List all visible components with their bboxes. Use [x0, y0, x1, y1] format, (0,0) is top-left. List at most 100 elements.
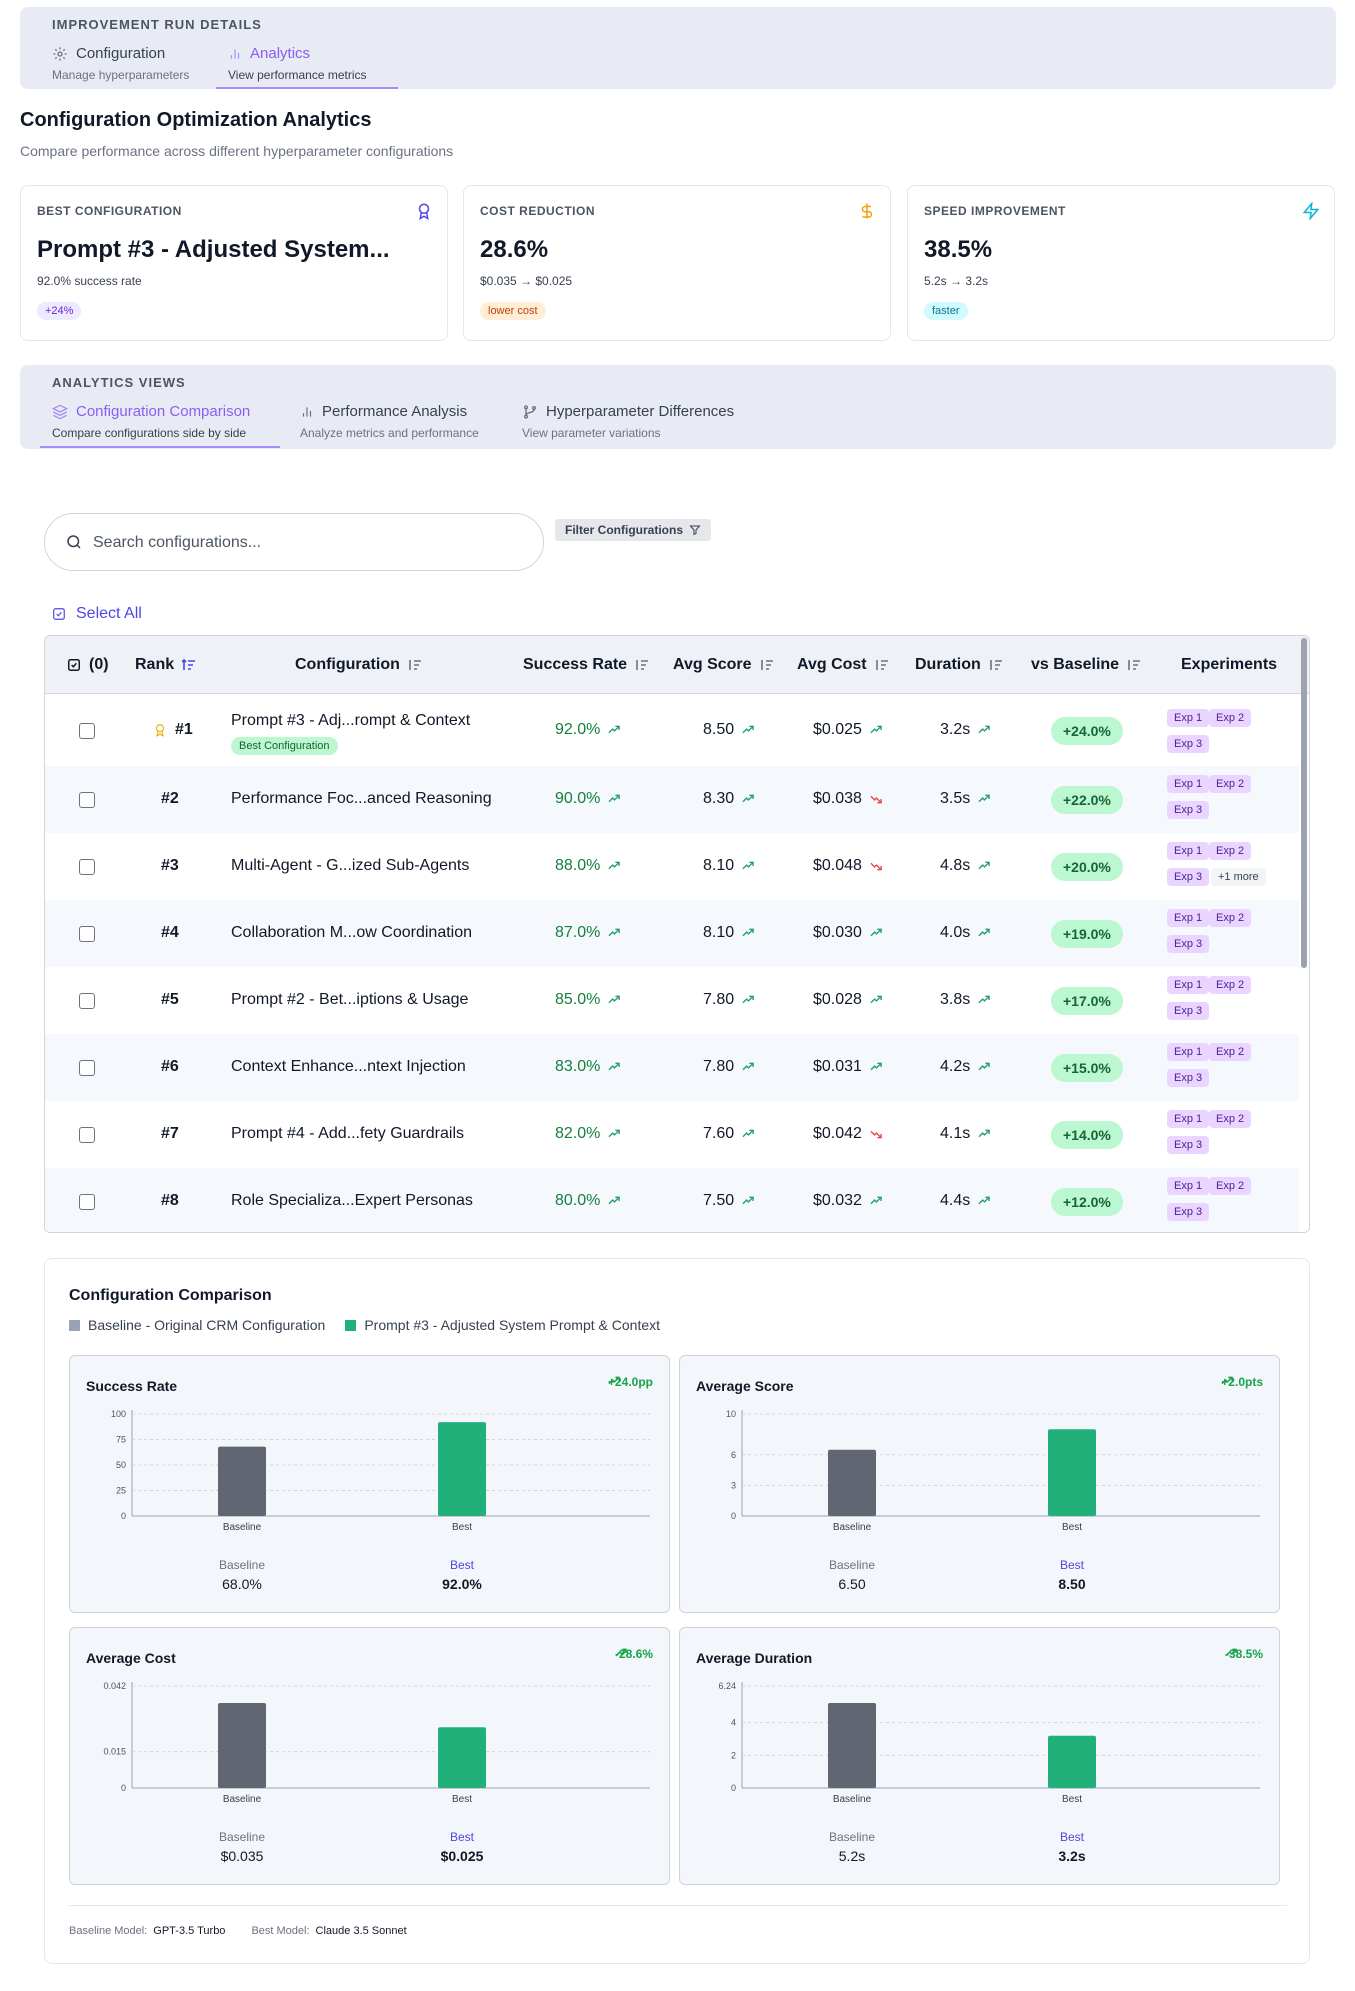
experiment-tag[interactable]: Exp 1: [1167, 1043, 1210, 1061]
mini-chart-average-cost: Average Cost -28.6% 0 0.015 0.042 Baseline Bes…: [69, 1627, 670, 1885]
tab-performance-analysis[interactable]: Performance Analysis Analyze metrics and…: [300, 403, 479, 440]
header-avg-score[interactable]: Avg Score: [673, 656, 774, 674]
experiment-tag[interactable]: Exp 2: [1209, 842, 1252, 860]
search-input[interactable]: Search configurations...: [44, 513, 544, 571]
rank-cell: #3: [161, 857, 179, 875]
configuration-name[interactable]: Multi-Agent - G...ized Sub-Agents: [231, 856, 470, 874]
baseline-bar[interactable]: [828, 1703, 876, 1788]
checkbox[interactable]: [79, 791, 95, 808]
x-tick-label: Baseline: [833, 1522, 872, 1533]
trend-up-icon: [742, 1129, 754, 1137]
table-row[interactable]: #8 Role Speciali​za...Expert Personas 80.0…: [45, 1168, 1299, 1232]
header-select[interactable]: (0): [67, 656, 109, 674]
configuration-name[interactable]: Role Speciali​za...Expert Personas: [231, 1191, 473, 1209]
tab-configuration[interactable]: Configuration Manage hyperparameters: [52, 45, 189, 82]
experiment-tag[interactable]: Exp 1: [1167, 976, 1210, 994]
row-checkbox[interactable]: [79, 925, 95, 942]
experiment-tag[interactable]: Exp 2: [1209, 909, 1252, 927]
row-checkbox[interactable]: [79, 722, 95, 739]
tab-sub: Compare configurations side by side: [52, 426, 247, 440]
header-avg-cost[interactable]: Avg Cost: [797, 656, 889, 674]
y-tick-label: 0: [121, 1511, 126, 1521]
configuration-name[interactable]: Prompt #4 - Add...fety Guardrails: [231, 1124, 464, 1142]
table-row[interactable]: #2 Performance Foc...anced Reasoning 90.0%…: [45, 766, 1299, 833]
header-duration[interactable]: Duration: [915, 656, 1003, 674]
table-row[interactable]: #4 Collaboration M...ow Coordination 87.0%…: [45, 900, 1299, 967]
row-checkbox[interactable]: [79, 1193, 95, 1210]
experiment-tag[interactable]: Exp 1: [1167, 1110, 1210, 1128]
header-success-rate[interactable]: Success Rate: [523, 656, 649, 674]
trend-up-icon: [978, 1062, 991, 1070]
configuration-name[interactable]: Context Enhance...ntext Injection: [231, 1057, 466, 1075]
configuration-name[interactable]: Prompt #2 - Bet...iptions & Usage: [231, 990, 469, 1008]
vs-baseline-cell: +20.0%: [1051, 852, 1123, 881]
table-row[interactable]: #5 Prompt #2 - Bet...iptions & Usage 85.0%…: [45, 967, 1299, 1034]
experiment-tag[interactable]: Exp 1: [1167, 909, 1210, 927]
experiment-tag[interactable]: Exp 2: [1209, 1043, 1252, 1061]
table-row[interactable]: #3 Multi-Agent - G...ized Sub-Agents 88.0%…: [45, 833, 1299, 900]
table-row[interactable]: #1 Prompt #3 - Adj...rompt & Context Best …: [45, 695, 1299, 766]
experiment-tag[interactable]: Exp 3: [1167, 1069, 1210, 1087]
card-label: SPEED IMPROVEMENT: [924, 204, 1066, 218]
configuration-name[interactable]: Collaboration M...ow Coordination: [231, 923, 473, 941]
row-checkbox[interactable]: [79, 858, 95, 875]
row-checkbox[interactable]: [79, 791, 95, 808]
page-subtitle: Compare performance across different hyp…: [20, 143, 454, 159]
checkbox[interactable]: [79, 1193, 95, 1210]
active-tab-underline: [216, 87, 398, 89]
experiment-tag[interactable]: Exp 3: [1167, 1002, 1210, 1020]
checkbox[interactable]: [79, 1126, 95, 1143]
experiment-tag[interactable]: Exp 3: [1167, 801, 1210, 819]
header-rank[interactable]: Rank: [135, 656, 196, 674]
tab-configuration-label: Configuration: [76, 45, 166, 62]
best-bar[interactable]: [438, 1727, 486, 1788]
experiment-tag[interactable]: Exp 2: [1209, 775, 1252, 793]
checkbox[interactable]: [79, 992, 95, 1009]
duration-cell-value: 3.5s: [940, 789, 971, 807]
experiment-tag[interactable]: Exp 3: [1167, 1203, 1210, 1221]
baseline-bar[interactable]: [828, 1449, 876, 1516]
configuration-name[interactable]: Performance Foc...anced Reasoning: [231, 789, 492, 807]
vs-baseline-badge: +15.0%: [1051, 1053, 1123, 1082]
select-all-button[interactable]: Select All: [52, 605, 142, 623]
experiment-tag[interactable]: Exp 2: [1209, 1110, 1252, 1128]
experiment-tag[interactable]: Exp 2: [1209, 1177, 1252, 1195]
experiment-tag[interactable]: Exp 1: [1167, 842, 1210, 860]
tab-hyperparameter-differences[interactable]: Hyperparameter Differences View paramete…: [522, 403, 734, 440]
baseline-bar[interactable]: [218, 1703, 266, 1788]
table-row[interactable]: #6 Context Enhance...ntext Injection 83.0%…: [45, 1034, 1299, 1101]
experiment-tag[interactable]: Exp 1: [1167, 775, 1210, 793]
trend-up-icon: [608, 1062, 621, 1070]
best-bar[interactable]: [1048, 1429, 1096, 1516]
checkbox[interactable]: [79, 858, 95, 875]
experiment-tag[interactable]: Exp 2: [1209, 976, 1252, 994]
configuration-name[interactable]: Prompt #3 - Adj...rompt & Context: [231, 712, 471, 729]
best-bar[interactable]: [1048, 1735, 1096, 1788]
checkbox[interactable]: [79, 722, 95, 739]
checkbox[interactable]: [79, 1059, 95, 1076]
header-vs-baseline[interactable]: vs Baseline: [1031, 656, 1141, 674]
row-checkbox[interactable]: [79, 992, 95, 1009]
table-row[interactable]: #7 Prompt #4 - Add...fety Guardrails 82.0%…: [45, 1101, 1299, 1168]
row-checkbox[interactable]: [79, 1059, 95, 1076]
best-bar[interactable]: [438, 1422, 486, 1516]
baseline-bar[interactable]: [218, 1446, 266, 1516]
tab-configuration-comparison[interactable]: Configuration Comparison Compare configu…: [52, 403, 250, 440]
vs-baseline-badge: +19.0%: [1051, 919, 1123, 948]
experiment-tag[interactable]: Exp 1: [1167, 709, 1210, 727]
experiment-tag[interactable]: Exp 3: [1167, 868, 1210, 886]
table-scrollbar[interactable]: [1301, 638, 1307, 968]
experiment-tag[interactable]: Exp 2: [1209, 709, 1252, 727]
header-configuration[interactable]: Configuration: [295, 656, 422, 674]
experiment-tag[interactable]: Exp 3: [1167, 935, 1210, 953]
more-experiments-tag[interactable]: +1 more: [1211, 868, 1266, 886]
experiment-tag[interactable]: Exp 3: [1167, 1136, 1210, 1154]
experiment-tag[interactable]: Exp 1: [1167, 1177, 1210, 1195]
filter-configurations-button[interactable]: Filter Configurations: [555, 519, 711, 541]
vs-baseline-badge: +24.0%: [1051, 716, 1123, 745]
tab-analytics[interactable]: Analytics View performance metrics: [228, 45, 367, 82]
best-summary-label: Best: [449, 1830, 474, 1844]
row-checkbox[interactable]: [79, 1126, 95, 1143]
experiment-tag[interactable]: Exp 3: [1167, 735, 1210, 753]
checkbox[interactable]: [79, 925, 95, 942]
